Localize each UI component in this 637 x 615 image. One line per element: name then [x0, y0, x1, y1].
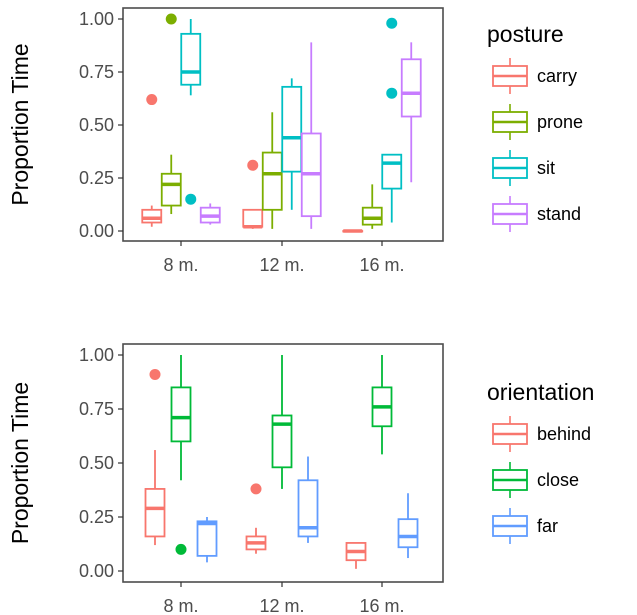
- box-iqr: [180, 32, 202, 86]
- outlier-point: [175, 543, 187, 555]
- box-iqr: [397, 518, 419, 549]
- box-stand-16m: [400, 42, 422, 183]
- y-tick-label: 0.75: [79, 62, 114, 82]
- legend-key-behind: [492, 416, 528, 452]
- box-iqr: [261, 151, 283, 211]
- legend-key-stand: [492, 196, 528, 232]
- box-behind-8m: [144, 368, 166, 546]
- box-iqr: [141, 208, 163, 224]
- legend-label-prone: prone: [537, 112, 583, 132]
- box-far-12m: [297, 456, 319, 543]
- box-carry-16m: [342, 229, 364, 233]
- y-axis-title: Proportion Time: [7, 382, 33, 544]
- legend-label-stand: stand: [537, 204, 581, 224]
- outlier-point: [165, 13, 177, 25]
- outlier-point: [386, 17, 398, 29]
- box-sit-16m: [381, 17, 403, 223]
- box-iqr: [381, 153, 403, 190]
- y-tick-label: 0.00: [79, 221, 114, 241]
- box-prone-12m: [261, 112, 283, 229]
- box-stand-8m: [199, 203, 221, 225]
- box-iqr: [400, 58, 422, 118]
- box-prone-16m: [361, 184, 383, 229]
- legend: posture carry prone sit stand: [487, 21, 583, 232]
- box-iqr: [144, 488, 166, 538]
- y-tick-label: 0.50: [79, 453, 114, 473]
- box-far-8m: [196, 517, 218, 563]
- legend-key-prone: [492, 104, 528, 140]
- legend-key-close: [492, 462, 528, 498]
- chart-panel-1: 0.00 0.25 0.50 0.75 1.00 8 m. 12 m. 16 m. Propor…: [7, 7, 583, 275]
- x-tick-label: 16 m.: [359, 596, 404, 615]
- box-iqr: [196, 520, 218, 557]
- x-tick-label: 12 m.: [259, 596, 304, 615]
- y-tick-label: 0.25: [79, 507, 114, 527]
- outlier-point: [185, 193, 197, 205]
- y-tick-label: 1.00: [79, 345, 114, 365]
- box-carry-8m: [141, 94, 163, 227]
- chart-panel-2: 0.00 0.25 0.50 0.75 1.00 8 m. 12 m. 16 m. Propor…: [7, 343, 594, 615]
- legend-title: orientation: [487, 379, 594, 405]
- outlier-point: [146, 94, 158, 106]
- box-far-16m: [397, 493, 419, 559]
- box-iqr: [361, 206, 383, 226]
- box-close-12m: [271, 355, 293, 489]
- legend-label-behind: behind: [537, 424, 591, 444]
- legend-key-carry: [492, 58, 528, 94]
- x-tick-label: 16 m.: [359, 255, 404, 275]
- y-tick-label: 0.75: [79, 399, 114, 419]
- legend-label-carry: carry: [537, 66, 577, 86]
- legend-key-sit: [492, 150, 528, 186]
- outlier-point: [247, 159, 259, 171]
- box-iqr: [271, 414, 293, 469]
- outlier-point: [386, 87, 398, 99]
- x-tick-label: 8 m.: [163, 255, 198, 275]
- x-tick-label: 8 m.: [163, 596, 198, 615]
- box-behind-16m: [345, 542, 367, 569]
- legend-label-far: far: [537, 516, 558, 536]
- legend-label-sit: sit: [537, 158, 555, 178]
- box-sit-12m: [281, 78, 303, 210]
- box-close-16m: [371, 355, 393, 455]
- box-iqr: [160, 172, 182, 207]
- box-carry-12m: [242, 159, 264, 229]
- box-sit-8m: [180, 19, 202, 205]
- legend-key-far: [492, 508, 528, 544]
- box-behind-12m: [245, 483, 267, 554]
- x-tick-label: 12 m.: [259, 255, 304, 275]
- box-iqr: [242, 208, 264, 228]
- outlier-point: [149, 368, 161, 380]
- box-prone-8m: [160, 13, 182, 215]
- y-tick-label: 0.25: [79, 168, 114, 188]
- legend-title: posture: [487, 21, 564, 47]
- box-iqr: [297, 479, 319, 538]
- box-iqr: [170, 386, 192, 443]
- box-close-8m: [170, 355, 192, 555]
- y-tick-label: 0.00: [79, 561, 114, 581]
- y-tick-label: 1.00: [79, 9, 114, 29]
- legend: orientation behind close far: [487, 379, 594, 544]
- legend-label-close: close: [537, 470, 579, 490]
- y-tick-label: 0.50: [79, 115, 114, 135]
- box-iqr: [281, 85, 303, 173]
- box-stand-12m: [300, 42, 322, 229]
- y-axis-title: Proportion Time: [7, 43, 33, 205]
- outlier-point: [250, 483, 262, 495]
